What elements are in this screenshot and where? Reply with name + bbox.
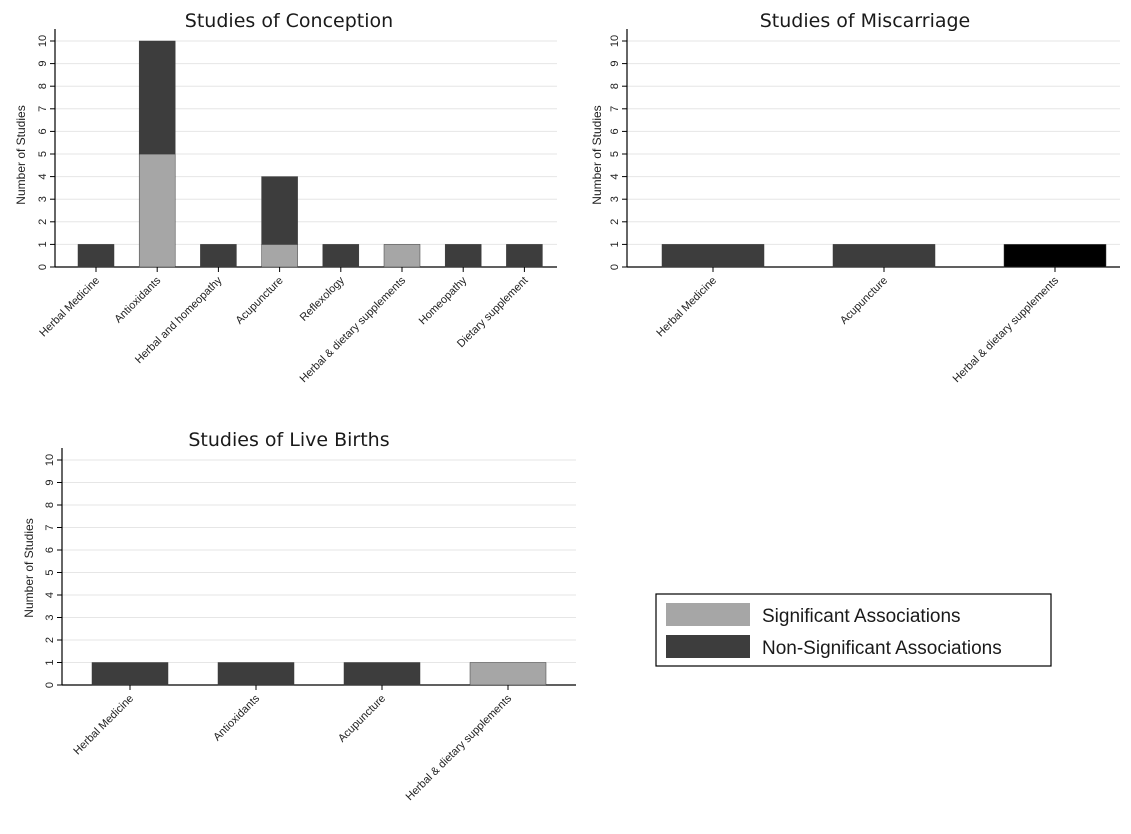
category-label-acupuncture: Acupuncture [234,275,286,327]
bar-antioxidants-significant-associations [138,153,176,268]
y-tick-label: 1 [37,241,49,247]
bar-herbal-medicine-non-significant-associations [661,244,765,268]
bar-antioxidants-non-significant-associations [138,40,176,155]
category-label-herbal-and-dietary-supplements: Herbal & dietary supplements [298,274,409,385]
bar-herbal-medicine-non-significant-associations [91,662,169,686]
bar-dietary-supplement-non-significant-associations [506,244,543,268]
y-tick-label: 3 [37,196,49,202]
bar-acupuncture-non-significant-associations [343,662,421,686]
y-tick-label: 10 [44,454,56,466]
category-label-homeopathy: Homeopathy [417,274,470,327]
category-label-antioxidants: Antioxidants [211,692,262,743]
category-label-reflexology: Reflexology [298,274,347,323]
bar-herbal-medicine-non-significant-associations [77,244,115,268]
y-tick-label: 1 [609,241,621,247]
y-tick-label: 2 [37,219,49,225]
category-label-herbal-medicine: Herbal Medicine [71,693,136,758]
y-tick-label: 4 [37,174,49,180]
legend-swatch-significant [666,603,750,626]
category-label-herbal-medicine: Herbal Medicine [37,275,102,340]
category-label-herbal-medicine: Herbal Medicine [654,275,719,340]
y-tick-label: 5 [609,151,621,157]
y-tick-label: 3 [44,614,56,620]
chart-title: Studies of Miscarriage [760,10,971,32]
y-tick-label: 5 [44,569,56,575]
y-tick-label: 9 [44,479,56,485]
legend: Significant Associations Non-Significant… [655,593,1052,667]
category-label-herbal-and-dietary-supplements: Herbal & dietary supplements [404,692,515,803]
y-axis-title: Number of Studies [590,105,604,204]
legend-label-non-significant: Non-Significant Associations [762,638,1002,659]
bar-herbal-and-homeopathy-non-significant-associations [200,244,237,268]
y-tick-label: 7 [44,524,56,530]
chart-conception: Studies of Conception 0 1 2 3 4 5 6 7 8 9 10 Number … [14,10,557,385]
chart-live-births: Studies of Live Births 0 1 2 3 4 5 6 7 8 9 10 Number… [22,429,576,803]
bar-acupuncture-non-significant-associations [261,176,298,245]
y-tick-label: 6 [37,128,49,134]
bar-homeopathy-non-significant-associations [444,244,482,268]
bar-herbal-and-dietary-supplements-series-2 [1003,244,1107,268]
chart-miscarriage: Studies of Miscarriage 0 1 2 3 4 5 6 7 8 9 10 Number… [590,10,1120,385]
category-label-antioxidants: Antioxidants [112,274,163,325]
y-tick-label: 6 [44,547,56,553]
y-tick-label: 0 [609,264,621,270]
bar-herbal-and-dietary-supplements-significant-associations [383,244,421,268]
y-axis-title: Number of Studies [22,518,36,617]
bar-acupuncture-non-significant-associations [832,244,936,268]
legend-swatch-non-significant [666,635,750,658]
y-tick-label: 3 [609,196,621,202]
category-label-acupuncture: Acupuncture [838,275,890,327]
y-tick-label: 2 [609,219,621,225]
bar-acupuncture-significant-associations [261,244,298,268]
y-tick-label: 4 [44,592,56,598]
chart-title: Studies of Conception [185,10,393,32]
y-tick-label: 1 [44,659,56,665]
y-tick-label: 8 [609,83,621,89]
y-tick-label: 9 [37,61,49,67]
category-label-acupuncture: Acupuncture [336,693,388,745]
y-tick-label: 10 [37,35,49,47]
y-tick-label: 6 [609,128,621,134]
y-tick-label: 5 [37,151,49,157]
bar-antioxidants-non-significant-associations [217,662,295,686]
category-label-herbal-and-dietary-supplements: Herbal & dietary supplements [951,274,1062,385]
legend-label-significant: Significant Associations [762,606,961,627]
y-tick-label: 2 [44,637,56,643]
y-tick-label: 7 [37,106,49,112]
y-tick-label: 8 [37,83,49,89]
y-tick-label: 4 [609,174,621,180]
bar-herbal-and-dietary-supplements-significant-associations [469,662,547,686]
y-tick-label: 0 [44,682,56,688]
y-tick-label: 10 [609,35,621,47]
y-tick-label: 0 [37,264,49,270]
y-tick-label: 9 [609,61,621,67]
bar-reflexology-non-significant-associations [322,244,360,268]
chart-title: Studies of Live Births [188,429,389,451]
y-axis-title: Number of Studies [14,105,28,204]
y-tick-label: 8 [44,502,56,508]
y-tick-label: 7 [609,106,621,112]
